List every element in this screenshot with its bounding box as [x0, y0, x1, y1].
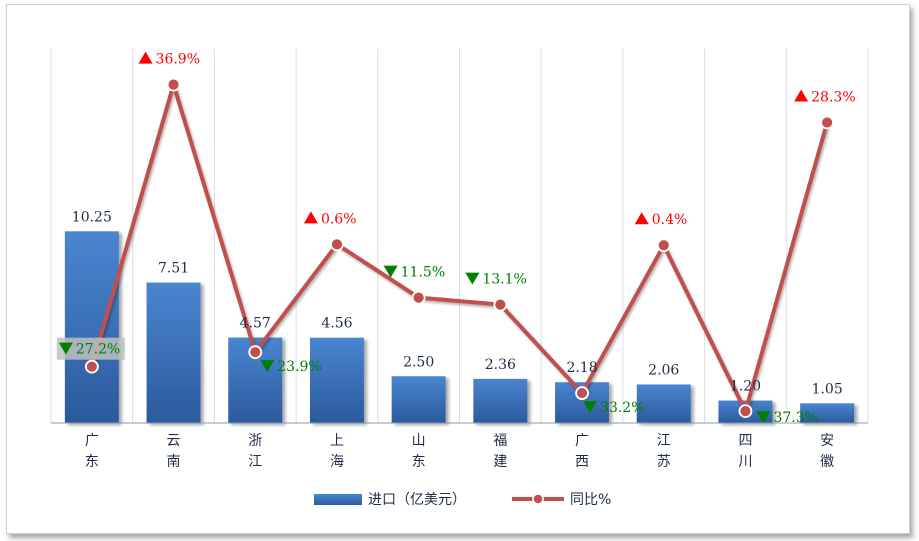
up-arrow-icon [634, 212, 649, 225]
line-point [248, 345, 263, 360]
chart-frame: 广东云南浙江上海山东福建广西江苏四川安徽 10.25 7.51 4.57 4.56 2.… [6, 4, 910, 534]
line-point [820, 115, 835, 130]
line-point [493, 297, 508, 312]
category-label: 川 [738, 454, 752, 470]
bar [64, 231, 119, 423]
up-arrow-icon [303, 211, 318, 224]
category-label: 苏 [657, 454, 671, 470]
yoy-value-label: 37.3% [773, 410, 817, 426]
bar [800, 403, 855, 423]
down-arrow-icon [383, 265, 398, 278]
bar [636, 384, 691, 423]
category-label: 西 [575, 454, 589, 470]
category-label: 四 [738, 433, 752, 449]
category-label: 建 [493, 454, 507, 470]
yoy-value-label: 0.4% [652, 212, 688, 228]
category-label: 徽 [820, 454, 834, 470]
yoy-value-label: 11.5% [401, 265, 445, 281]
line-point [330, 237, 344, 252]
bar-value-label: 2.36 [485, 357, 516, 373]
bar-value-label: 2.18 [566, 360, 597, 376]
category-label: 山 [412, 433, 426, 449]
category-label: 广 [575, 433, 589, 449]
category-label: 安 [820, 433, 834, 449]
bar [309, 337, 364, 423]
up-arrow-icon [138, 51, 153, 64]
category-label: 云 [167, 433, 181, 449]
category-label: 江 [248, 454, 262, 470]
label-highlight [56, 337, 125, 360]
category-label: 东 [85, 454, 99, 470]
up-arrow-icon [794, 89, 809, 102]
line-point [656, 238, 671, 253]
bar [473, 378, 528, 423]
line-point [575, 386, 589, 400]
category-label: 东 [412, 454, 426, 470]
yoy-line [89, 82, 830, 414]
category-label: 上 [330, 433, 344, 449]
bar-value-label: 2.06 [648, 362, 679, 378]
bar-value-label: 7.51 [158, 261, 189, 277]
line-point [84, 359, 99, 374]
legend-bar-swatch [314, 494, 362, 505]
yoy-value-label: 27.2% [76, 342, 120, 358]
category-label: 广 [85, 433, 99, 449]
down-arrow-icon [58, 342, 73, 355]
yoy-value-label: 33.2% [600, 400, 644, 416]
bar [391, 376, 446, 423]
bar-value-label: 4.56 [321, 316, 352, 332]
yoy-value-label: 28.3% [811, 89, 855, 105]
bar-value-label: 1.20 [730, 379, 761, 395]
yoy-value-label: 13.1% [482, 272, 526, 288]
line-point [166, 77, 181, 92]
legend-bar-label: 进口（亿美元） [368, 492, 466, 508]
yoy-value-label: 23.9% [277, 359, 321, 375]
category-label: 南 [167, 454, 181, 470]
category-label: 江 [657, 433, 671, 449]
category-label: 福 [493, 433, 507, 449]
bar-value-label: 4.57 [240, 316, 271, 332]
bar [146, 282, 201, 423]
yoy-value-label: 36.9% [156, 52, 200, 68]
line-point [411, 290, 426, 305]
bar-value-label: 2.50 [403, 354, 434, 370]
yoy-value-label: 0.6% [321, 211, 357, 227]
down-arrow-icon [583, 401, 598, 414]
legend-line-label: 同比% [570, 492, 611, 508]
legend-line-marker [532, 493, 544, 505]
down-arrow-icon [260, 360, 275, 373]
category-label: 浙 [248, 433, 262, 449]
down-arrow-icon [756, 411, 771, 424]
bar-value-label: 10.25 [72, 209, 112, 225]
category-label: 海 [330, 454, 344, 470]
bar-value-label: 1.05 [812, 381, 843, 397]
line-point [738, 404, 753, 419]
down-arrow-icon [465, 272, 480, 285]
